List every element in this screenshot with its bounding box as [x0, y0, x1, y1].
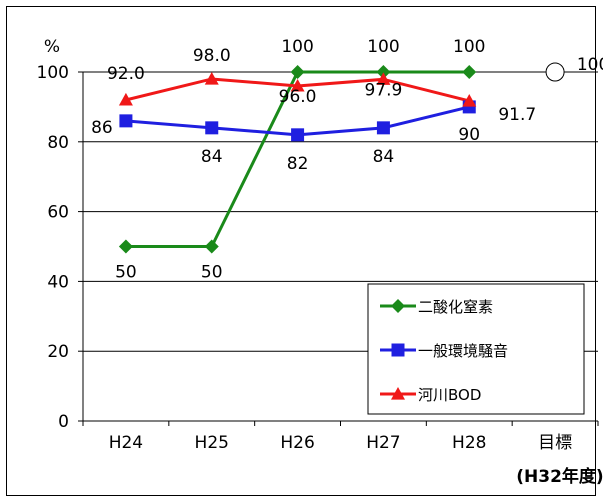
data-label-s0-p2: 100 [281, 37, 313, 57]
data-label-s2-p4: 91.7 [498, 105, 536, 125]
legend-label-2: 河川BOD [418, 386, 481, 404]
y-tick-label-100: 100 [37, 63, 69, 83]
series-2-point-0 [118, 92, 133, 106]
legend-label-0: 二酸化窒素 [418, 298, 493, 316]
series-2-point-2 [290, 78, 305, 92]
target-marker [545, 62, 565, 82]
axes [78, 71, 599, 426]
data-labels: 100 50 50 100 100 100 86 84 82 84 90 92.0 98.0 96.0 97… [91, 37, 603, 283]
x-tick-labels: H24 H25 H26 H27 H28 目標 (H32年度) [109, 433, 603, 487]
x-tick-label-4: H28 [452, 433, 486, 453]
series-0-point-3 [376, 65, 391, 79]
y-tick-labels: 0 20 40 60 80 100% [37, 37, 69, 432]
x-tick-label-3: H27 [366, 433, 400, 453]
y-tick-label-20: 20 [47, 342, 69, 362]
series-1-point-3 [376, 121, 390, 135]
data-label-s1-p1: 84 [201, 147, 223, 167]
data-label-s0-p1: 50 [201, 263, 223, 283]
series-0-point-0 [118, 239, 133, 254]
series-2-point-4 [462, 93, 477, 107]
chart-frame [6, 6, 596, 496]
y-tick-label-60: 60 [47, 203, 69, 223]
series-markers [118, 62, 565, 254]
data-label-s1-p3: 84 [373, 147, 395, 167]
target-label: 100 [577, 55, 603, 75]
data-label-s0-p3: 100 [367, 37, 399, 57]
y-tick-label-80: 80 [47, 133, 69, 153]
data-label-s0-p0: 50 [115, 263, 137, 283]
series-2-point-1 [204, 71, 219, 85]
data-label-s1-p2: 82 [287, 154, 309, 174]
series-1-point-0 [119, 114, 133, 128]
x-subnote: (H32年度) [516, 466, 603, 487]
x-tick-label-5: 目標 [538, 433, 572, 453]
y-tick-label-40: 40 [47, 272, 69, 292]
legend-label-1: 一般環境騒音 [418, 342, 508, 360]
x-tick-label-0: H24 [109, 433, 143, 453]
series-1-point-1 [205, 121, 219, 135]
legend-marker-1 [391, 343, 405, 357]
x-tick-label-1: H25 [195, 433, 229, 453]
series-0-point-4 [462, 65, 477, 79]
series-0-point-2 [290, 65, 305, 79]
data-label-s1-p0: 86 [91, 118, 113, 138]
y-tick-label-0: 0 [58, 412, 69, 432]
series-0-point-1 [204, 239, 219, 254]
data-label-s1-p4: 90 [458, 125, 480, 145]
data-label-s2-p0: 92.0 [107, 64, 145, 84]
data-label-s2-p1: 98.0 [193, 46, 231, 66]
series-1-point-2 [291, 128, 305, 142]
data-label-s0-p4: 100 [453, 37, 485, 57]
legend-marker-2 [391, 387, 405, 400]
y-axis-unit-label: % [44, 37, 60, 57]
x-tick-label-2: H26 [280, 433, 314, 453]
series-2-point-3 [376, 72, 391, 85]
data-label-s2-p2: 96.0 [279, 87, 317, 107]
data-label-s2-p3: 97.9 [364, 80, 402, 100]
legend-marker-0 [391, 299, 405, 313]
